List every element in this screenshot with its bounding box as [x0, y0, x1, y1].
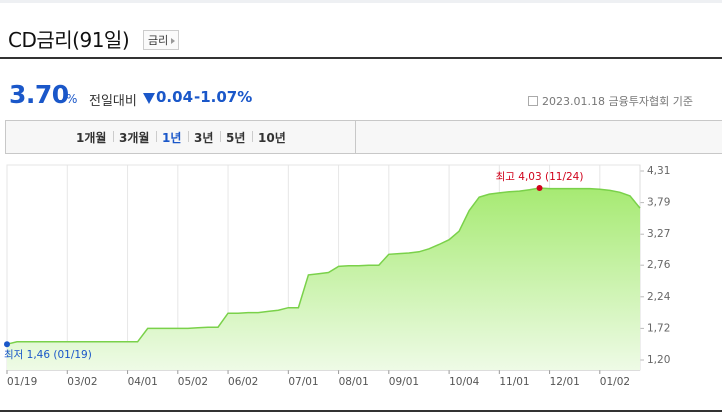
x-tick-label: 06/02 — [228, 376, 258, 388]
x-tick-label: 10/04 — [449, 376, 480, 388]
top-band — [0, 0, 722, 3]
tab-separator — [156, 131, 157, 142]
down-arrow — [143, 93, 155, 104]
y-tick-label: 3,27 — [647, 228, 670, 240]
area-fill — [7, 188, 640, 370]
rate-button[interactable]: 금리 — [143, 30, 180, 50]
extreme-marker — [4, 341, 10, 348]
period-tab[interactable]: 1개월 — [76, 131, 107, 145]
x-tick-label: 12/01 — [550, 376, 580, 388]
y-tick-label: 4,31 — [647, 165, 670, 177]
title: CD금리(91일) — [8, 28, 130, 52]
x-tick-label: 08/01 — [339, 376, 369, 388]
tab-separator — [252, 131, 253, 142]
annotation: 최저 1,46 (01/19) — [4, 349, 92, 361]
tab-bar — [5, 120, 722, 154]
tab-separator — [113, 131, 114, 142]
price-unit: % — [66, 92, 78, 106]
source: 2023.01.18 금융투자협회 기준 — [528, 93, 693, 109]
x-tick-label: 01/19 — [7, 376, 37, 388]
y-tick-label: 3,79 — [647, 197, 670, 209]
period-tab[interactable]: 10년 — [258, 131, 286, 145]
x-tick-label: 11/01 — [499, 376, 529, 388]
tab-separator — [188, 131, 189, 142]
change-pct: -1.07% — [194, 88, 253, 106]
period-tab[interactable]: 3개월 — [119, 131, 150, 145]
x-tick-label: 05/02 — [178, 376, 208, 388]
compare-label: 전일대비 — [89, 94, 137, 109]
change: 0.04 — [156, 88, 194, 106]
divider — [0, 410, 722, 412]
period-tab[interactable]: 1년 — [162, 131, 182, 145]
x-tick-label: 03/02 — [67, 376, 97, 388]
annotation: 최고 4,03 (11/24) — [496, 171, 584, 183]
x-tick-label: 07/01 — [288, 376, 318, 388]
divider — [0, 57, 722, 59]
period-tab[interactable]: 3년 — [194, 131, 214, 145]
y-tick-label: 1,20 — [647, 354, 670, 366]
y-tick-label: 2,76 — [647, 259, 671, 271]
period-tab[interactable]: 5년 — [226, 131, 246, 145]
tab-divider — [355, 121, 356, 153]
extreme-marker — [536, 185, 543, 192]
line — [6, 187, 641, 345]
x-tick-label: 04/01 — [128, 376, 158, 388]
price: 3.70 — [9, 80, 69, 109]
y-tick-label: 1,72 — [647, 322, 670, 334]
y-tick-label: 2,24 — [647, 291, 671, 303]
tab-separator — [220, 131, 221, 142]
x-tick-label: 09/01 — [389, 376, 419, 388]
x-tick-label: 01/02 — [600, 376, 630, 388]
